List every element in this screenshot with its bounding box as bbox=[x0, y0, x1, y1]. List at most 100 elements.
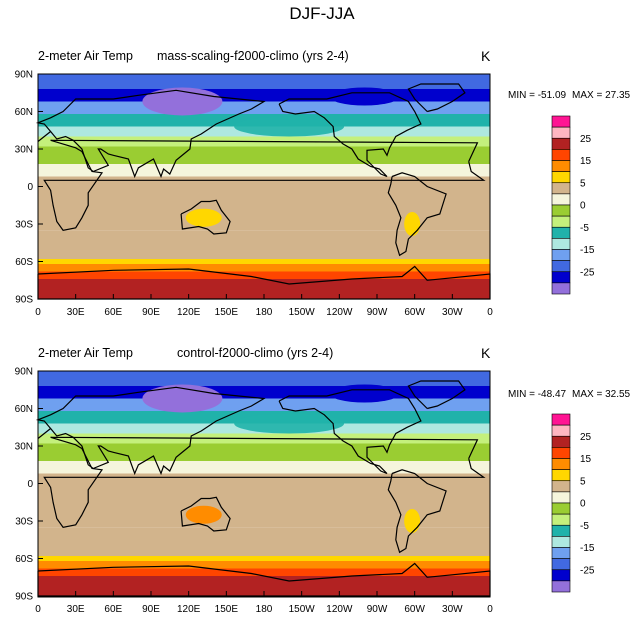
temperature-feature bbox=[234, 413, 345, 434]
temperature-band bbox=[38, 146, 490, 164]
colorbar-swatch bbox=[551, 126, 571, 139]
temperature-band bbox=[38, 214, 490, 231]
x-tick-label: 60E bbox=[104, 604, 122, 615]
temperature-feature bbox=[404, 212, 421, 236]
colorbar-label: -15 bbox=[580, 543, 595, 554]
colorbar-swatch bbox=[551, 435, 571, 448]
colorbar-swatch bbox=[551, 558, 571, 571]
temperature-feature bbox=[185, 505, 222, 524]
temperature-feature bbox=[234, 116, 345, 137]
colorbar-swatch bbox=[551, 513, 571, 526]
axis-ticks: 0 30E 60E 90E 120E 150E 180 150W 120W 90W 60W 30W 09… bbox=[15, 367, 494, 616]
x-tick-label: 0 bbox=[35, 307, 41, 318]
temperature-feature bbox=[329, 87, 400, 106]
colorbar-swatch bbox=[551, 547, 571, 559]
y-tick-label: 90S bbox=[15, 295, 33, 306]
y-tick-label: 90N bbox=[15, 367, 33, 378]
x-tick-label: 60W bbox=[404, 307, 425, 318]
temperature-band bbox=[38, 546, 490, 556]
temperature-band bbox=[38, 74, 490, 89]
x-tick-label: 30W bbox=[442, 307, 463, 318]
temperature-band bbox=[38, 473, 490, 511]
temperature-band bbox=[38, 101, 490, 114]
max-label: MAX = 27.35 bbox=[572, 90, 631, 101]
x-tick-label: 0 bbox=[487, 307, 493, 318]
panel-units: K bbox=[481, 345, 491, 361]
coastline bbox=[278, 389, 422, 475]
colorbar-swatch bbox=[551, 204, 571, 217]
colorbar-swatch bbox=[551, 226, 571, 239]
colorbar-label: -15 bbox=[580, 245, 595, 256]
temperature-field bbox=[38, 371, 490, 596]
temperature-feature bbox=[404, 509, 421, 533]
panel-units: K bbox=[481, 48, 491, 64]
y-tick-label: 90S bbox=[15, 592, 33, 603]
y-tick-label: 60N bbox=[15, 404, 33, 415]
colorbar-swatch bbox=[551, 480, 571, 493]
y-tick-label: 60S bbox=[15, 257, 33, 268]
colorbar-swatch bbox=[551, 149, 571, 161]
colorbar-label: -5 bbox=[580, 521, 589, 532]
coastlines bbox=[35, 380, 491, 597]
x-tick-label: 150E bbox=[215, 604, 239, 615]
temperature-band bbox=[38, 568, 490, 576]
coastline bbox=[278, 92, 422, 178]
min-label: MIN = -51.09 bbox=[508, 90, 567, 101]
y-tick-label: 60S bbox=[15, 554, 33, 565]
colorbar-label: -5 bbox=[580, 223, 589, 234]
colorbar-swatch bbox=[551, 137, 571, 150]
page-title: DJF-JJA bbox=[289, 4, 355, 23]
map-panel-control: 2-meter Air Temp control-f2000-climo (yr… bbox=[15, 345, 631, 616]
max-label: MAX = 32.55 bbox=[572, 389, 631, 400]
x-tick-label: 120E bbox=[177, 307, 201, 318]
colorbar-label: 0 bbox=[580, 201, 586, 212]
colorbar-swatch bbox=[551, 569, 571, 582]
colorbar-label: -25 bbox=[580, 267, 595, 278]
colorbar-swatch bbox=[551, 447, 571, 459]
coastline bbox=[180, 199, 231, 235]
temperature-band bbox=[38, 443, 490, 461]
x-tick-label: 0 bbox=[487, 604, 493, 615]
temperature-band bbox=[38, 271, 490, 279]
temperature-band bbox=[38, 527, 490, 546]
colorbar-swatch bbox=[551, 215, 571, 228]
y-tick-label: 30N bbox=[15, 145, 33, 156]
x-tick-label: 150E bbox=[215, 307, 239, 318]
temperature-band bbox=[38, 561, 490, 569]
colorbar-swatch bbox=[551, 524, 571, 537]
coastline bbox=[35, 386, 266, 476]
temperature-field bbox=[38, 74, 490, 299]
temperature-band bbox=[38, 371, 490, 386]
min-label: MIN = -48.47 bbox=[508, 389, 567, 400]
coastline bbox=[35, 89, 266, 179]
x-tick-label: 180 bbox=[256, 604, 273, 615]
colorbar-swatch bbox=[551, 282, 571, 295]
colorbar-swatch bbox=[551, 580, 571, 593]
axis-ticks: 0 30E 60E 90E 120E 150E 180 150W 120W 90W 60W 30W 09… bbox=[15, 70, 494, 319]
colorbar-label: 0 bbox=[580, 499, 586, 510]
colorbar-swatch bbox=[551, 458, 571, 470]
y-tick-label: 30S bbox=[15, 220, 33, 231]
colorbar-swatch bbox=[551, 160, 571, 172]
temperature-band bbox=[38, 249, 490, 259]
coastline bbox=[407, 83, 466, 113]
temperature-band bbox=[38, 511, 490, 528]
coastline bbox=[43, 139, 486, 231]
colorbar-swatch bbox=[551, 271, 571, 284]
temperature-band bbox=[38, 264, 490, 272]
y-tick-label: 30N bbox=[15, 442, 33, 453]
x-tick-label: 150W bbox=[289, 604, 316, 615]
colorbar-label: 5 bbox=[580, 178, 586, 189]
colorbar-swatch bbox=[551, 424, 571, 437]
x-tick-label: 90E bbox=[142, 307, 160, 318]
colorbar-swatch bbox=[551, 491, 571, 504]
coastline bbox=[407, 380, 466, 410]
coastlines bbox=[35, 83, 491, 300]
panel-left-title: 2-meter Air Temp bbox=[38, 49, 133, 63]
coastline bbox=[180, 496, 231, 532]
panel-center-title: control-f2000-climo (yrs 2-4) bbox=[177, 346, 333, 360]
x-tick-label: 90W bbox=[367, 604, 388, 615]
colorbar-label: 15 bbox=[580, 454, 592, 465]
y-tick-label: 0 bbox=[27, 182, 33, 193]
temperature-band bbox=[38, 89, 490, 102]
